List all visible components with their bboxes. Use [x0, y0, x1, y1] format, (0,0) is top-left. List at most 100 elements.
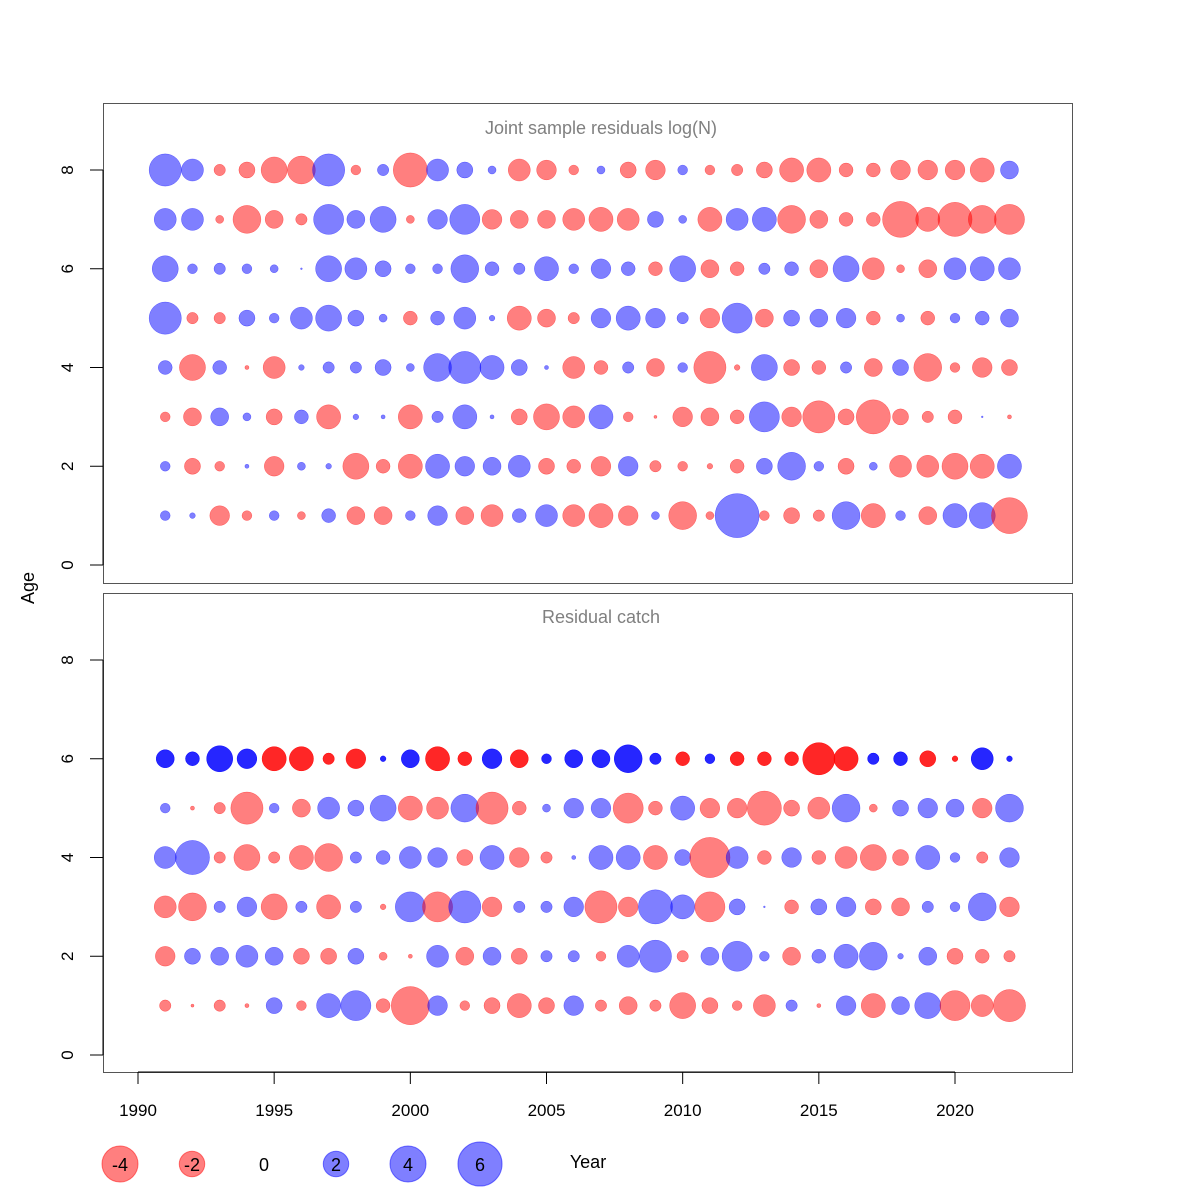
bubble-joint-age8-2003: [487, 165, 497, 175]
bubble-catch-age2-2011: [700, 947, 720, 966]
bubble-joint-age2-1996: [297, 461, 306, 471]
bubble-joint-age6-2019: [918, 259, 938, 278]
bubble-joint-age8-2015: [806, 157, 832, 183]
bubble-catch-age3-2015: [810, 898, 828, 916]
bubble-joint-age5-1997: [315, 304, 342, 332]
bubble-joint-age8-1995: [260, 156, 288, 184]
bubble-joint-age7-2022: [994, 204, 1025, 235]
bubble-catch-age3-1998: [349, 900, 362, 913]
bubble-joint-age2-1999: [375, 459, 391, 474]
bubble-catch-age1-1992: [190, 1003, 195, 1008]
bubble-catch-age4-2015: [811, 850, 827, 865]
bubble-joint-age6-2011: [700, 259, 720, 278]
bubble-catch-age5-2009: [648, 800, 663, 816]
bubble-joint-age2-1992: [184, 457, 201, 475]
bubble-catch-age1-2002: [459, 1000, 470, 1011]
bubble-joint-age4-2018: [892, 359, 909, 376]
bubble-catch-age5-1993: [213, 802, 226, 815]
bubble-joint-age2-2001: [425, 453, 450, 479]
bubble-joint-age2-1995: [264, 456, 285, 477]
bubble-joint-age3-2004: [510, 408, 528, 426]
bubble-catch-age4-2022: [999, 847, 1020, 868]
bubble-catch-age4-1992: [175, 840, 210, 875]
bubble-joint-age6-2017: [862, 257, 885, 281]
bubble-catch-age6-2015: [802, 742, 836, 776]
bubble-joint-age4-2008: [622, 361, 635, 374]
legend-label: 6: [475, 1155, 485, 1175]
bubble-catch-age4-2014: [781, 847, 802, 868]
bubble-joint-age7-1999: [369, 206, 397, 233]
bubble-joint-age3-2006: [562, 405, 586, 429]
bubble-catch-age5-1992: [190, 805, 195, 811]
bubble-joint-age7-2004: [510, 210, 529, 229]
bubble-joint-age1-2005: [535, 504, 558, 527]
bubble-joint-age8-2013: [756, 161, 773, 179]
bubble-catch-age4-1993: [213, 851, 226, 864]
bubble-joint-age1-1995: [268, 510, 280, 521]
bubble-joint-age4-2019: [913, 353, 942, 382]
bubble-catch-age1-2005: [538, 997, 555, 1014]
bubble-joint-age8-2020: [944, 159, 966, 181]
bubble-joint-age3-1994: [242, 412, 252, 422]
bubble-catch-age3-2017: [865, 898, 882, 916]
bubble-catch-age2-2012: [721, 940, 753, 972]
top-panel-title: Joint sample residuals log(N): [485, 118, 717, 138]
legend-label: -4: [112, 1155, 128, 1175]
bubble-joint-age7-2010: [678, 215, 687, 224]
bubble-joint-age5-2004: [506, 305, 532, 331]
y-tick-label: 4: [58, 853, 77, 862]
bubble-joint-age3-2005: [533, 403, 560, 431]
bubble-catch-age3-2012: [728, 898, 746, 916]
bubble-joint-age7-2003: [481, 209, 503, 230]
bubble-joint-age5-2003: [488, 315, 496, 322]
bubble-joint-age3-2001: [431, 410, 444, 423]
bubble-joint-age1-1996: [297, 511, 306, 520]
bubble-catch-age3-2019: [921, 900, 934, 913]
bubble-catch-age2-2006: [567, 950, 580, 963]
bubble-joint-age3-2007: [588, 404, 614, 430]
bubble-joint-age8-2017: [866, 162, 881, 178]
bubble-joint-age4-2009: [646, 358, 665, 377]
bubble-joint-age3-2022: [1007, 414, 1012, 420]
bubble-joint-age4-1994: [244, 365, 250, 370]
bubble-joint-age3-2015: [802, 400, 836, 434]
bubble-joint-age4-2017: [864, 358, 883, 377]
bubble-joint-age1-2001: [427, 505, 448, 526]
bubble-catch-age1-2004: [506, 993, 532, 1018]
bubble-joint-age5-1991: [148, 301, 182, 335]
bubble-joint-age8-2008: [619, 161, 637, 179]
bubble-catch-age5-2006: [563, 798, 584, 819]
bubble-catch-age6-2009: [649, 752, 662, 765]
bubble-joint-age4-2010: [677, 362, 688, 373]
bubble-joint-age1-1991: [160, 510, 171, 521]
bubble-joint-age7-1996: [295, 213, 308, 226]
bubble-joint-age6-2005: [534, 256, 559, 282]
x-tick-label: 1990: [119, 1101, 157, 1120]
bubble-catch-age5-2017: [869, 803, 878, 813]
bubble-catch-age3-2001: [422, 891, 453, 923]
bubble-joint-age5-2018: [896, 313, 905, 323]
bubble-joint-age8-1998: [350, 164, 362, 176]
bubble-catch-age3-2021: [968, 892, 997, 922]
bubble-catch-age6-2017: [867, 752, 880, 765]
bubble-catch-age4-1994: [233, 844, 261, 871]
bubble-joint-age2-1991: [160, 461, 171, 472]
bubble-joint-age5-1994: [238, 309, 256, 327]
bubble-joint-age1-2012: [714, 493, 760, 538]
bubble-joint-age4-1995: [262, 356, 286, 379]
bubble-catch-age3-2004: [513, 900, 526, 913]
bubble-catch-age2-1994: [235, 944, 259, 968]
bubble-joint-age3-2010: [672, 406, 693, 427]
bubble-catch-age6-2005: [541, 753, 552, 764]
bubble-catch-age5-1999: [369, 794, 397, 822]
legend-label: 2: [331, 1155, 341, 1175]
bubble-joint-age5-2017: [866, 310, 881, 326]
bubble-catch-age2-1997: [320, 947, 337, 965]
bubble-catch-age1-2014: [785, 999, 798, 1012]
bubble-joint-age2-2004: [507, 454, 531, 478]
bubble-catch-age1-2019: [914, 992, 942, 1019]
bubble-joint-age6-1992: [187, 263, 198, 274]
bubble-joint-age7-2007: [588, 207, 614, 232]
bubble-catch-age1-1998: [340, 990, 372, 1021]
